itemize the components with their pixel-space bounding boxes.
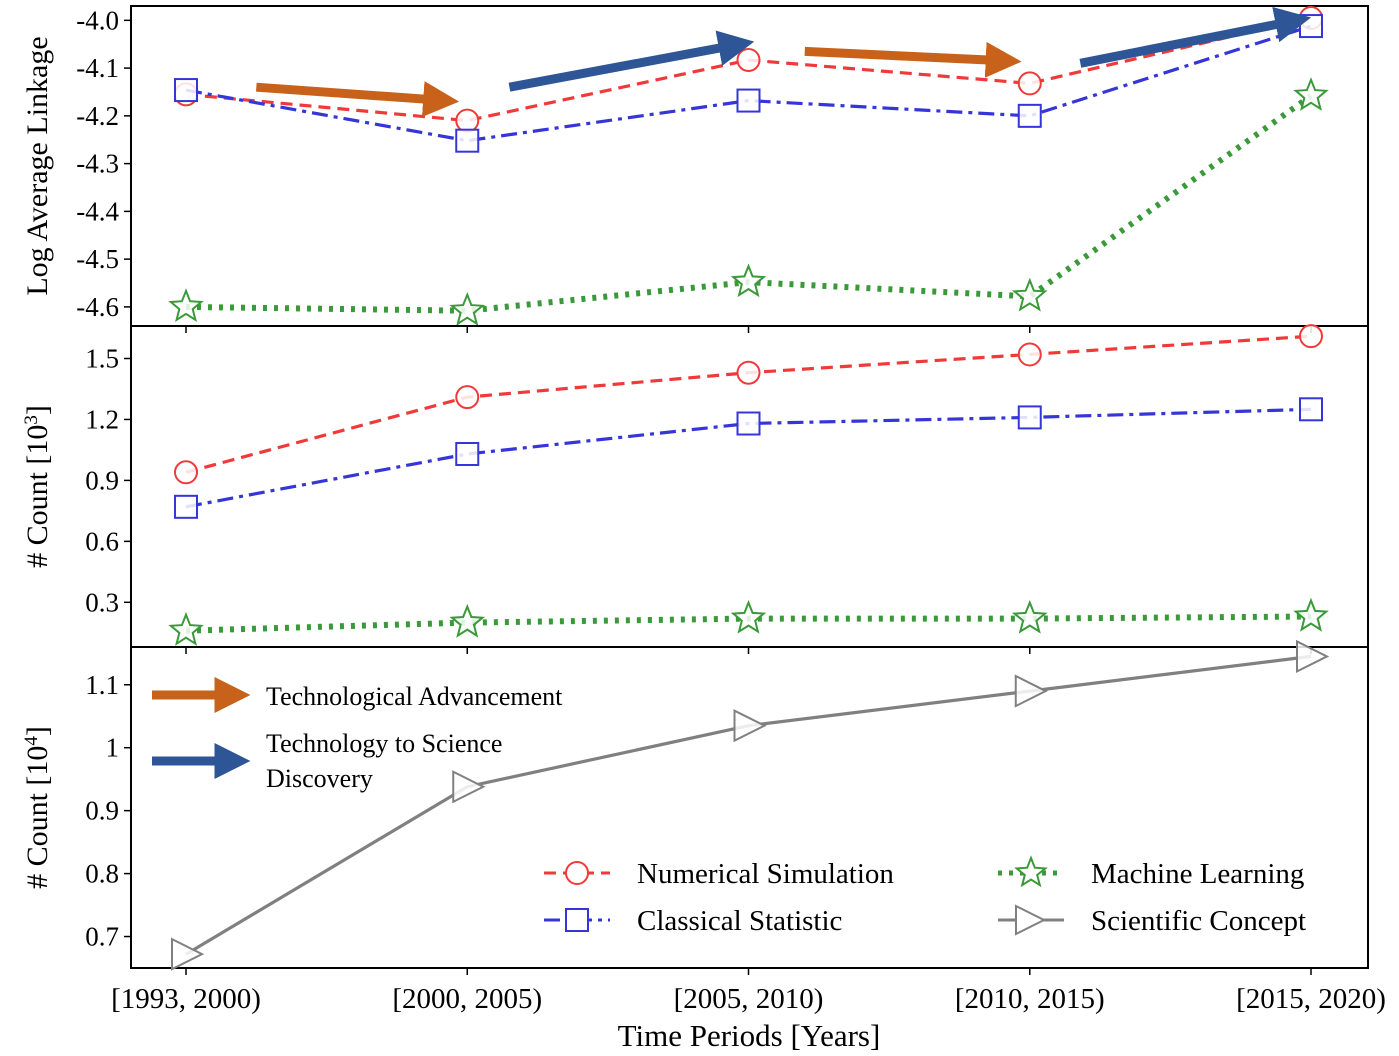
y-tick-label: 0.8 xyxy=(85,859,119,889)
x-tick-label: [2015, 2020) xyxy=(1236,983,1386,1015)
data-point-numerical xyxy=(455,385,480,410)
y-tick-label: 1.2 xyxy=(85,404,119,434)
data-point-ml xyxy=(168,611,204,646)
y-tick-label: 1.5 xyxy=(85,344,119,374)
data-point-classical xyxy=(736,411,761,436)
x-tick-label: [2000, 2005) xyxy=(392,983,542,1015)
data-point-ml xyxy=(449,603,486,638)
x-tick-label: [2010, 2015) xyxy=(955,983,1105,1015)
data-point-classical xyxy=(1299,397,1323,422)
y-tick-label: 0.9 xyxy=(85,465,119,495)
series-line-numerical xyxy=(185,334,1312,474)
data-point-numerical xyxy=(174,460,198,485)
legend-classical-marker xyxy=(565,908,589,932)
data-point-classical xyxy=(1017,405,1042,430)
x-tick-labels: [1993, 2000) [2000, 2005) [2005, 2010) [201… xyxy=(111,983,1386,1015)
technological-advancement-arrow xyxy=(804,41,1022,78)
y-tick-label: -4.5 xyxy=(76,244,119,274)
y-tick-label: -4.6 xyxy=(76,292,119,322)
data-point-classical xyxy=(455,441,480,466)
series-legend: Numerical Simulation Classical Statistic… xyxy=(544,855,1306,937)
data-point-concept xyxy=(733,709,767,743)
data-point-numerical xyxy=(1299,324,1323,349)
y-tick-label: -4.0 xyxy=(76,5,119,35)
data-point-classical xyxy=(455,128,480,153)
y-tick-label: 1.1 xyxy=(85,670,119,700)
x-axis-label: Time Periods [Years] xyxy=(618,1018,881,1053)
data-point-classical xyxy=(1017,103,1042,128)
technological-advancement-label: Technological Advancement xyxy=(266,682,563,711)
data-point-ml xyxy=(730,599,767,634)
panel-frame xyxy=(130,646,1369,969)
legend-numerical-label: Numerical Simulation xyxy=(637,858,894,890)
technological-advancement-arrow xyxy=(255,81,460,117)
data-point-concept xyxy=(452,770,486,804)
data-point-numerical xyxy=(736,360,761,385)
y-tick-label: 1 xyxy=(106,733,120,763)
legend-ml-label: Machine Learning xyxy=(1091,858,1304,890)
data-point-concept xyxy=(1296,639,1330,674)
data-point-concept xyxy=(171,937,205,971)
data-point-ml xyxy=(1011,599,1048,634)
y-tick-label: -4.1 xyxy=(76,53,119,83)
data-point-concept xyxy=(1014,674,1048,708)
data-point-ml xyxy=(1293,77,1329,111)
technology-to-science-arrow xyxy=(508,30,755,92)
data-point-ml xyxy=(168,288,204,322)
data-point-classical xyxy=(174,494,198,519)
y-tick-label: 0.3 xyxy=(85,587,119,617)
data-point-ml xyxy=(1293,597,1329,632)
data-point-classical xyxy=(736,88,761,113)
y-axis-label: # Count [104] xyxy=(21,726,55,889)
data-point-classical xyxy=(174,78,198,103)
y-tick-label: 0.9 xyxy=(85,796,119,826)
data-point-numerical xyxy=(736,47,761,72)
data-point-numerical xyxy=(455,108,480,133)
series-line-classical xyxy=(185,24,1312,143)
legend-concept-label: Scientific Concept xyxy=(1091,905,1306,937)
panel-top: -4.0 -4.1 -4.2 -4.3 -4.4 -4.5 -4.6 Log Average … xyxy=(21,5,1369,333)
data-point-ml xyxy=(449,292,486,326)
technology-to-science-label-line1: Technology to Science xyxy=(266,729,502,758)
data-point-ml xyxy=(730,263,767,298)
y-tick-label: 0.6 xyxy=(85,526,119,556)
panel-bottom: 0.7 0.8 0.9 1 1.1 # Count [104] xyxy=(21,639,1369,975)
y-tick-label: -4.2 xyxy=(76,101,119,131)
x-tick-label: [2005, 2010) xyxy=(674,983,824,1015)
data-point-classical xyxy=(1299,14,1323,39)
data-point-numerical xyxy=(1017,342,1042,367)
technology-to-science-arrow xyxy=(1079,6,1312,68)
legend-concept-marker xyxy=(1015,904,1047,936)
arrow-legend: Technological Advancement Technology to … xyxy=(152,677,563,793)
panel-middle: 0.3 0.6 0.9 1.2 1.5 # Count [103] xyxy=(21,324,1369,654)
y-tick-label: -4.3 xyxy=(76,149,119,179)
data-point-numerical xyxy=(1017,71,1042,96)
legend-numerical-marker xyxy=(565,861,589,885)
technology-to-science-label-line2: Discovery xyxy=(266,764,373,793)
y-axis-label: # Count [103] xyxy=(21,405,55,568)
legend-classical-label: Classical Statistic xyxy=(637,905,842,937)
y-tick-label: 0.7 xyxy=(85,922,119,952)
x-tick-label: [1993, 2000) xyxy=(111,983,261,1015)
y-axis-label: Log Average Linkage xyxy=(21,36,54,295)
data-point-ml xyxy=(1011,277,1048,312)
y-tick-label: -4.4 xyxy=(76,196,119,226)
legend-ml-marker xyxy=(1014,855,1048,888)
